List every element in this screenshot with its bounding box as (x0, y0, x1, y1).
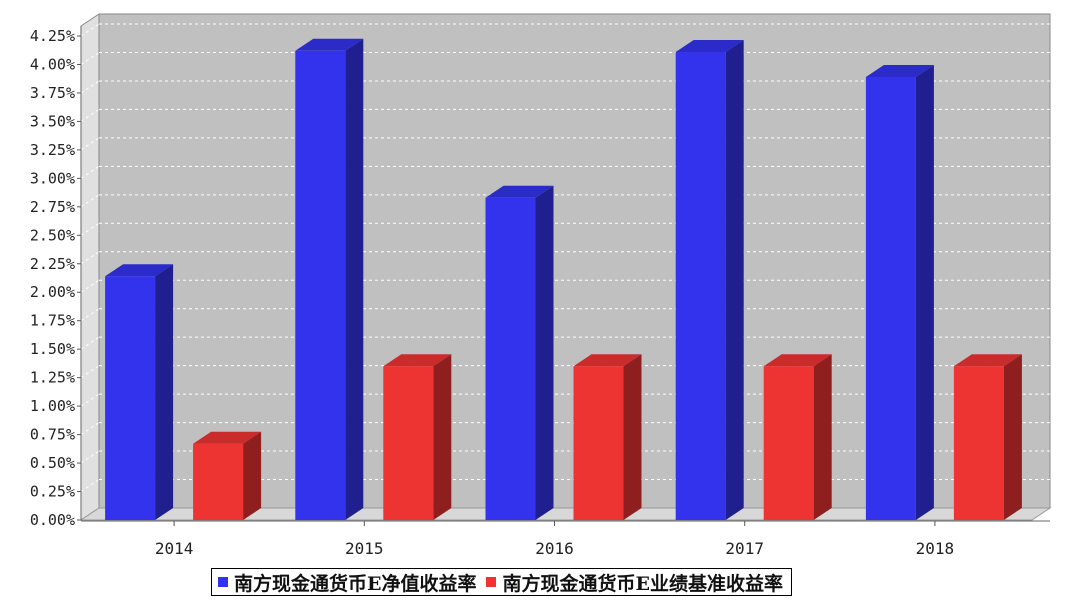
gridline-wall (80, 137, 100, 151)
x-tick-label: 2015 (345, 539, 384, 558)
y-tick-label: 3.25% (30, 141, 75, 159)
bar-front (953, 366, 1004, 520)
bar-front (485, 197, 536, 520)
x-tick-label: 2017 (725, 539, 764, 558)
legend-swatch-series-2 (486, 577, 497, 587)
bar-top (485, 185, 554, 198)
bar-side (155, 264, 174, 520)
gridline-wall (80, 279, 100, 293)
y-tick-label: 4.00% (30, 55, 75, 73)
bar-side (1003, 354, 1022, 520)
gridline-wall (80, 108, 100, 122)
bar-top (953, 354, 1022, 367)
bar-side (535, 185, 554, 520)
gridline-wall (80, 422, 100, 436)
y-tick-label: 1.50% (30, 340, 75, 358)
gridline-wall (80, 165, 100, 179)
gridline-wall (80, 479, 100, 492)
bar-front (865, 76, 916, 520)
bar-front (763, 366, 814, 520)
y-tick-label: 0.25% (30, 483, 75, 501)
y-tick-label: 1.25% (30, 369, 75, 387)
y-tick-label: 2.50% (30, 226, 75, 244)
bar-front (193, 443, 244, 520)
gridline-wall (80, 365, 100, 379)
legend-item-series-1: 南方现金通货币E净值收益率 (218, 569, 476, 596)
legend-swatch-series-1 (218, 577, 228, 587)
bar-side (915, 64, 934, 520)
gridline-wall (80, 222, 100, 236)
gridline-wall (80, 80, 100, 94)
y-tick-label: 0.75% (30, 426, 75, 444)
bar-front (573, 366, 624, 520)
y-tick-label: 2.00% (30, 283, 75, 301)
bar-top (295, 38, 364, 51)
chart-legend: 南方现金通货币E净值收益率 南方现金通货币E业绩基准收益率 (211, 568, 792, 596)
bar-front (675, 51, 726, 520)
bar-side (623, 354, 642, 520)
y-tick-label: 4.25% (30, 27, 75, 45)
bar-top (763, 354, 832, 367)
gridline-wall (80, 336, 100, 350)
bar-top (383, 354, 452, 367)
x-tick-label: 2014 (155, 539, 194, 558)
legend-label-series-2: 南方现金通货币E业绩基准收益率 (502, 572, 783, 595)
bar-side (243, 431, 262, 520)
bar-side (813, 354, 832, 520)
y-tick-label: 2.25% (30, 255, 75, 273)
plot-left-wall (80, 13, 100, 521)
gridline-wall (80, 194, 100, 208)
legend-label-series-1: 南方现金通货币E净值收益率 (234, 572, 477, 595)
y-tick-label: 3.00% (30, 169, 75, 187)
y-tick-label: 3.50% (30, 112, 75, 130)
bar-top (675, 39, 744, 52)
bar-side (433, 354, 452, 520)
y-tick-label: 0.00% (30, 511, 75, 529)
bar-top (193, 431, 262, 444)
y-tick-label: 3.75% (30, 84, 75, 102)
x-tick-label: 2018 (916, 539, 955, 558)
y-tick-label: 1.00% (30, 397, 75, 415)
legend-item-series-2: 南方现金通货币E业绩基准收益率 (486, 569, 783, 596)
bar-top (105, 264, 174, 277)
bar-side (725, 39, 744, 520)
y-tick-label: 1.75% (30, 312, 75, 330)
gridline-wall (80, 52, 100, 65)
bar-top (865, 64, 934, 77)
gridline-wall (80, 308, 100, 322)
y-tick-label: 0.50% (30, 454, 75, 472)
bar-front (383, 366, 434, 520)
gridline-wall (80, 23, 100, 37)
gridline-wall (80, 450, 100, 464)
x-tick-label: 2016 (535, 539, 574, 558)
gridline-wall (80, 251, 100, 265)
gridline-wall (80, 393, 100, 407)
bar-side (345, 38, 364, 520)
y-tick-label: 2.75% (30, 198, 75, 216)
bar-front (295, 50, 346, 520)
bar-top (573, 354, 642, 367)
bar-front (105, 276, 156, 520)
